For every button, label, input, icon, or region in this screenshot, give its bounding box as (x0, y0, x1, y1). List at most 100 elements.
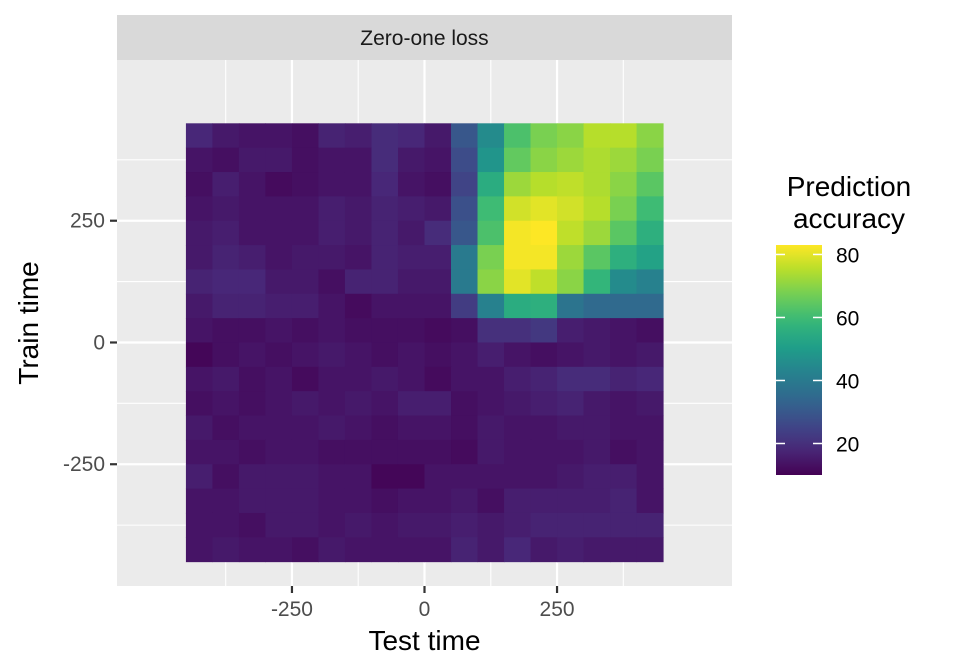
heatmap-cell-r4-c16 (610, 221, 637, 246)
heatmap-cell-r7-c6 (345, 294, 372, 319)
heatmap-cell-r4-c6 (345, 221, 372, 246)
heatmap-cell-r7-c8 (398, 294, 425, 319)
heatmap-cell-r13-c10 (451, 440, 478, 465)
heatmap-cell-r9-c12 (504, 342, 531, 367)
heatmap-cell-r12-c17 (637, 416, 664, 441)
heatmap-cell-r9-c2 (239, 342, 266, 367)
heatmap-cell-r6-c5 (318, 269, 345, 294)
heatmap-cell-r4-c0 (186, 221, 213, 246)
heatmap-cell-r7-c16 (610, 294, 637, 319)
heatmap-cell-r6-c11 (478, 269, 505, 294)
heatmap-cell-r14-c9 (425, 464, 452, 489)
heatmap-cell-r12-c11 (478, 416, 505, 441)
heatmap-cell-r5-c11 (478, 245, 505, 270)
heatmap-cell-r2-c5 (318, 172, 345, 197)
heatmap-cell-r5-c3 (265, 245, 292, 270)
heatmap-cell-r10-c6 (345, 367, 372, 392)
heatmap-cell-r6-c17 (637, 269, 664, 294)
heatmap-cell-r10-c12 (504, 367, 531, 392)
heatmap-cell-r13-c14 (557, 440, 584, 465)
heatmap-cell-r11-c12 (504, 391, 531, 416)
heatmap-cell-r5-c9 (425, 245, 452, 270)
heatmap-cell-r14-c2 (239, 464, 266, 489)
heatmap-cell-r10-c16 (610, 367, 637, 392)
heatmap-cell-r17-c9 (425, 537, 452, 562)
heatmap-cell-r9-c8 (398, 342, 425, 367)
heatmap-cell-r4-c4 (292, 221, 319, 246)
heatmap-cell-r5-c16 (610, 245, 637, 270)
heatmap-cell-r13-c13 (531, 440, 558, 465)
heatmap-cell-r2-c1 (212, 172, 239, 197)
heatmap-cell-r10-c17 (637, 367, 664, 392)
heatmap-cell-r0-c14 (557, 123, 584, 148)
heatmap-cell-r12-c16 (610, 416, 637, 441)
heatmap-cell-r4-c8 (398, 221, 425, 246)
heatmap-cell-r10-c14 (557, 367, 584, 392)
heatmap-cell-r2-c11 (478, 172, 505, 197)
heatmap-cell-r3-c2 (239, 196, 266, 221)
heatmap-cell-r9-c15 (584, 342, 611, 367)
heatmap-cell-r1-c7 (371, 148, 398, 173)
heatmap-cell-r14-c16 (610, 464, 637, 489)
heatmap-cell-r14-c14 (557, 464, 584, 489)
y-axis-title: Train time (13, 261, 44, 384)
heatmap-cell-r17-c17 (637, 537, 664, 562)
heatmap-cell-r13-c2 (239, 440, 266, 465)
heatmap-cell-r0-c5 (318, 123, 345, 148)
heatmap-cell-r17-c11 (478, 537, 505, 562)
heatmap-cell-r15-c14 (557, 489, 584, 514)
heatmap-cell-r2-c3 (265, 172, 292, 197)
heatmap-cell-r2-c13 (531, 172, 558, 197)
heatmap-cell-r16-c17 (637, 513, 664, 538)
heatmap-cell-r14-c6 (345, 464, 372, 489)
legend-label-3: 80 (836, 244, 859, 267)
heatmap-cell-r4-c12 (504, 221, 531, 246)
heatmap-cell-r14-c8 (398, 464, 425, 489)
heatmap-cell-r3-c4 (292, 196, 319, 221)
heatmap-cell-r8-c5 (318, 318, 345, 343)
heatmap-tiles (186, 123, 664, 562)
heatmap-cell-r9-c10 (451, 342, 478, 367)
heatmap-cell-r9-c7 (371, 342, 398, 367)
heatmap-cell-r1-c14 (557, 148, 584, 173)
heatmap-cell-r3-c12 (504, 196, 531, 221)
heatmap-cell-r14-c0 (186, 464, 213, 489)
heatmap-cell-r1-c8 (398, 148, 425, 173)
heatmap-cell-r6-c7 (371, 269, 398, 294)
heatmap-cell-r5-c4 (292, 245, 319, 270)
heatmap-cell-r2-c10 (451, 172, 478, 197)
heatmap-cell-r4-c11 (478, 221, 505, 246)
heatmap-cell-r8-c9 (425, 318, 452, 343)
heatmap-cell-r14-c5 (318, 464, 345, 489)
heatmap-cell-r11-c2 (239, 391, 266, 416)
heatmap-cell-r14-c13 (531, 464, 558, 489)
heatmap-cell-r1-c1 (212, 148, 239, 173)
heatmap-cell-r0-c16 (610, 123, 637, 148)
heatmap-cell-r16-c12 (504, 513, 531, 538)
x-tick-label-0: -250 (271, 598, 313, 621)
heatmap-cell-r6-c15 (584, 269, 611, 294)
heatmap-cell-r6-c6 (345, 269, 372, 294)
heatmap-cell-r0-c0 (186, 123, 213, 148)
heatmap-cell-r2-c12 (504, 172, 531, 197)
heatmap-cell-r5-c2 (239, 245, 266, 270)
heatmap-cell-r9-c6 (345, 342, 372, 367)
heatmap-cell-r16-c9 (425, 513, 452, 538)
heatmap-cell-r17-c3 (265, 537, 292, 562)
legend-colorbar (776, 245, 822, 475)
heatmap-cell-r11-c4 (292, 391, 319, 416)
heatmap-cell-r11-c7 (371, 391, 398, 416)
heatmap-cell-r10-c5 (318, 367, 345, 392)
heatmap-cell-r12-c5 (318, 416, 345, 441)
heatmap-cell-r14-c12 (504, 464, 531, 489)
heatmap-cell-r13-c1 (212, 440, 239, 465)
heatmap-cell-r15-c10 (451, 489, 478, 514)
heatmap-cell-r0-c4 (292, 123, 319, 148)
heatmap-cell-r16-c13 (531, 513, 558, 538)
heatmap-cell-r5-c14 (557, 245, 584, 270)
heatmap-cell-r12-c8 (398, 416, 425, 441)
heatmap-cell-r3-c6 (345, 196, 372, 221)
heatmap-cell-r9-c11 (478, 342, 505, 367)
x-tick-label-1: 0 (419, 598, 431, 621)
